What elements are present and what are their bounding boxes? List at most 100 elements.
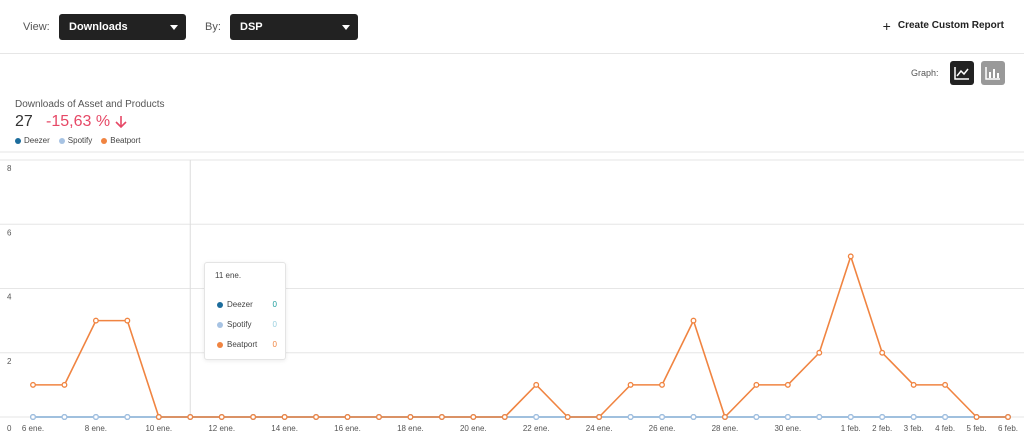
beatport-data-point: [281, 414, 288, 420]
x-tick-label: 8 ene.: [85, 424, 107, 433]
x-tick-label: 6 feb.: [998, 424, 1018, 433]
spotify-data-point: [124, 414, 131, 420]
x-tick-label: 20 ene.: [460, 424, 487, 433]
x-tick-label: 1 feb.: [841, 424, 861, 433]
spotify-data-point: [910, 414, 917, 420]
view-select[interactable]: Downloads: [59, 14, 186, 40]
beatport-data-point: [501, 414, 508, 420]
beatport-data-point: [973, 414, 980, 420]
beatport-data-point: [438, 414, 445, 420]
beatport-series-line: [33, 253, 1008, 419]
chart-title: Downloads of Asset and Products: [15, 99, 165, 110]
beatport-data-point: [470, 414, 477, 420]
tooltip-row-deezer: Deezer 0: [217, 300, 277, 309]
spotify-data-point: [690, 414, 697, 420]
spotify-data-point: [92, 414, 99, 420]
x-tick-label: 22 ene.: [523, 424, 550, 433]
x-tick-label: 3 feb.: [904, 424, 924, 433]
beatport-data-point: [218, 414, 225, 420]
spotify-data-point: [627, 414, 634, 420]
beatport-data-point: [847, 253, 854, 260]
beatport-data-point: [155, 414, 162, 420]
beatport-data-point: [942, 381, 949, 388]
spotify-data-point: [30, 414, 36, 420]
by-select-value: DSP: [240, 21, 263, 33]
x-tick-label: 16 ene.: [334, 424, 361, 433]
x-tick-label: 5 feb.: [967, 424, 987, 433]
x-tick-label: 26 ene.: [649, 424, 676, 433]
line-graph-button[interactable]: [950, 61, 974, 85]
view-select-value: Downloads: [69, 21, 128, 33]
beatport-data-point: [753, 381, 760, 388]
beatport-data-point: [721, 414, 728, 420]
beatport-data-point: [187, 414, 194, 420]
chart-tooltip: 11 ene. Deezer 0 Spotify 0 Beatport 0: [204, 262, 286, 360]
spotify-dot: [217, 321, 223, 328]
tooltip-label: Deezer: [227, 300, 253, 309]
tooltip-row-beatport: Beatport 0: [217, 340, 277, 349]
x-tick-label: 14 ene.: [271, 424, 298, 433]
toolbar: View: Downloads By: DSP + Create Custom …: [0, 0, 1024, 54]
beatport-data-point: [124, 317, 131, 324]
tooltip-date: 11 ene.: [215, 271, 242, 280]
beatport-dot: [101, 137, 108, 144]
beatport-data-point: [910, 381, 917, 388]
x-tick-label: 24 ene.: [586, 424, 613, 433]
graph-type-label: Graph:: [911, 68, 939, 78]
create-custom-report-label: Create Custom Report: [897, 20, 1004, 31]
beatport-data-point: [816, 349, 823, 356]
beatport-data-point: [92, 317, 99, 324]
bar-chart-icon: [985, 67, 1000, 80]
chart-legend: Deezer Spotify Beatport: [15, 136, 150, 145]
change-percentage-value: -15,63 %: [46, 113, 111, 130]
legend-label: Spotify: [67, 136, 93, 145]
beatport-data-point: [690, 317, 697, 324]
y-tick-label: 0: [7, 424, 12, 433]
tooltip-label: Spotify: [227, 320, 252, 329]
spotify-data-point: [61, 414, 68, 420]
spotify-data-point: [847, 414, 854, 420]
legend-item-spotify[interactable]: Spotify: [58, 136, 93, 145]
tooltip-value: 0: [272, 300, 277, 309]
beatport-data-point: [627, 381, 634, 388]
beatport-data-point: [30, 381, 36, 388]
beatport-data-point: [879, 349, 886, 356]
legend-label: Deezer: [24, 136, 50, 145]
legend-label: Beatport: [110, 136, 141, 145]
beatport-data-point: [250, 414, 257, 420]
spotify-data-point: [816, 414, 823, 420]
line-chart-icon: [954, 67, 969, 80]
downloads-line-chart[interactable]: 0 2 4 6 8 6 ene. 8 ene. 10 ene. 12 ene. 14 ene. 16…: [0, 150, 1024, 440]
y-tick-label: 4: [7, 293, 12, 302]
y-tick-label: 8: [7, 164, 12, 173]
legend-item-deezer[interactable]: Deezer: [15, 136, 50, 145]
x-tick-label: 4 feb.: [935, 424, 955, 433]
beatport-data-point: [659, 381, 665, 388]
beatport-data-point: [313, 414, 320, 420]
spotify-data-point: [784, 414, 791, 420]
tooltip-value: 0: [272, 320, 277, 329]
beatport-data-point: [533, 381, 540, 388]
x-tick-label: 30 ene.: [774, 424, 801, 433]
change-percentage: -15,63 %: [46, 113, 127, 131]
create-custom-report-button[interactable]: + Create Custom Report: [882, 17, 1004, 34]
beatport-data-point: [596, 414, 603, 420]
arrow-down-icon: [115, 116, 127, 129]
plus-icon: +: [882, 17, 891, 34]
legend-item-beatport[interactable]: Beatport: [101, 136, 141, 145]
deezer-dot: [217, 301, 223, 308]
total-downloads: 27: [15, 113, 33, 130]
by-label: By:: [205, 21, 221, 33]
beatport-dot: [217, 341, 223, 348]
tooltip-value: 0: [272, 340, 277, 349]
by-select[interactable]: DSP: [230, 14, 358, 40]
spotify-data-point: [533, 414, 540, 420]
chevron-down-icon: [170, 25, 178, 30]
x-tick-label: 28 ene.: [712, 424, 739, 433]
x-tick-label: 10 ene.: [145, 424, 172, 433]
tooltip-label: Beatport: [227, 340, 258, 349]
bar-graph-button[interactable]: [981, 61, 1005, 85]
spotify-dot: [58, 137, 65, 144]
spotify-data-point: [659, 414, 665, 420]
beatport-data-point: [344, 414, 351, 420]
